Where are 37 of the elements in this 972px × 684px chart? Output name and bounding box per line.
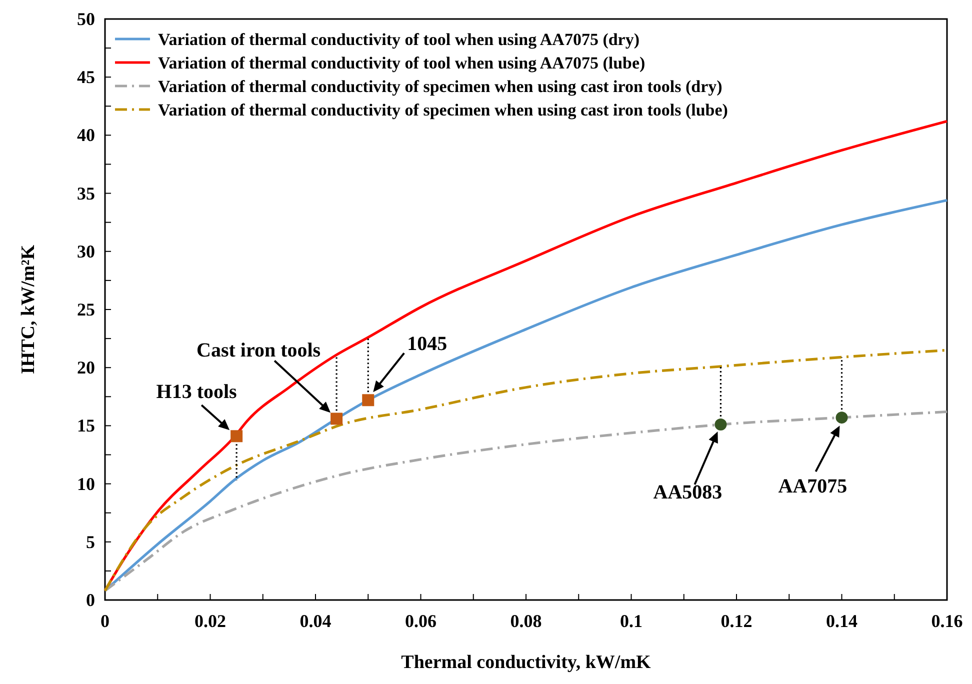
- y-axis-title: IHTC, kW/m²K: [18, 244, 39, 374]
- point: [330, 412, 343, 425]
- x-tick-label: 0.16: [931, 611, 963, 631]
- y-tick-label: 50: [77, 9, 95, 29]
- y-tick-label: 5: [86, 532, 95, 552]
- y-tick-label: 0: [86, 590, 95, 610]
- annotation: H13 tools: [156, 381, 238, 404]
- y-tick-label: 30: [77, 241, 95, 262]
- annotation: AA7075: [778, 476, 848, 498]
- point: [230, 430, 243, 442]
- legend-label: Variation of thermal conductivity of specimen when using cast iron tools (lube): [158, 100, 728, 120]
- line-series: [104, 410, 948, 592]
- annotation: 1045: [407, 333, 448, 356]
- y-tick-label: 10: [77, 474, 95, 494]
- x-tick-label: 0.04: [300, 611, 332, 631]
- x-tick-label: 0: [100, 611, 110, 631]
- y-tick-label: 40: [77, 125, 95, 146]
- y-tick-label: 45: [77, 67, 95, 88]
- legend-label: Variation of thermal conductivity of tool when using AA7075 (lube): [158, 54, 646, 72]
- x-tick-label: 0.02: [194, 611, 226, 631]
- x-tick-label: 0.12: [720, 611, 752, 631]
- x-tick-label: 0.14: [826, 611, 858, 631]
- legend-label: Variation of thermal conductivity of tool when using AA7075 (dry): [158, 30, 640, 49]
- y-tick-label: 25: [77, 300, 95, 320]
- x-tick-label: 0.08: [510, 611, 542, 631]
- point: [836, 412, 848, 424]
- y-tick-label: 15: [77, 416, 95, 436]
- x-tick-label: 0.06: [405, 611, 436, 631]
- x-tick-label: 0.1: [620, 611, 642, 631]
- y-tick-label: 35: [77, 183, 95, 204]
- point: [714, 418, 727, 431]
- y-tick-label: 20: [77, 358, 95, 378]
- x-axis-title: Thermal conductivity, kW/mK: [401, 652, 652, 673]
- point: [362, 394, 374, 406]
- annotation: AA5083: [653, 482, 722, 504]
- annotation: Cast iron tools: [196, 340, 321, 362]
- legend-label: Variation of thermal conductivity of specimen when using cast iron tools (dry): [158, 77, 722, 96]
